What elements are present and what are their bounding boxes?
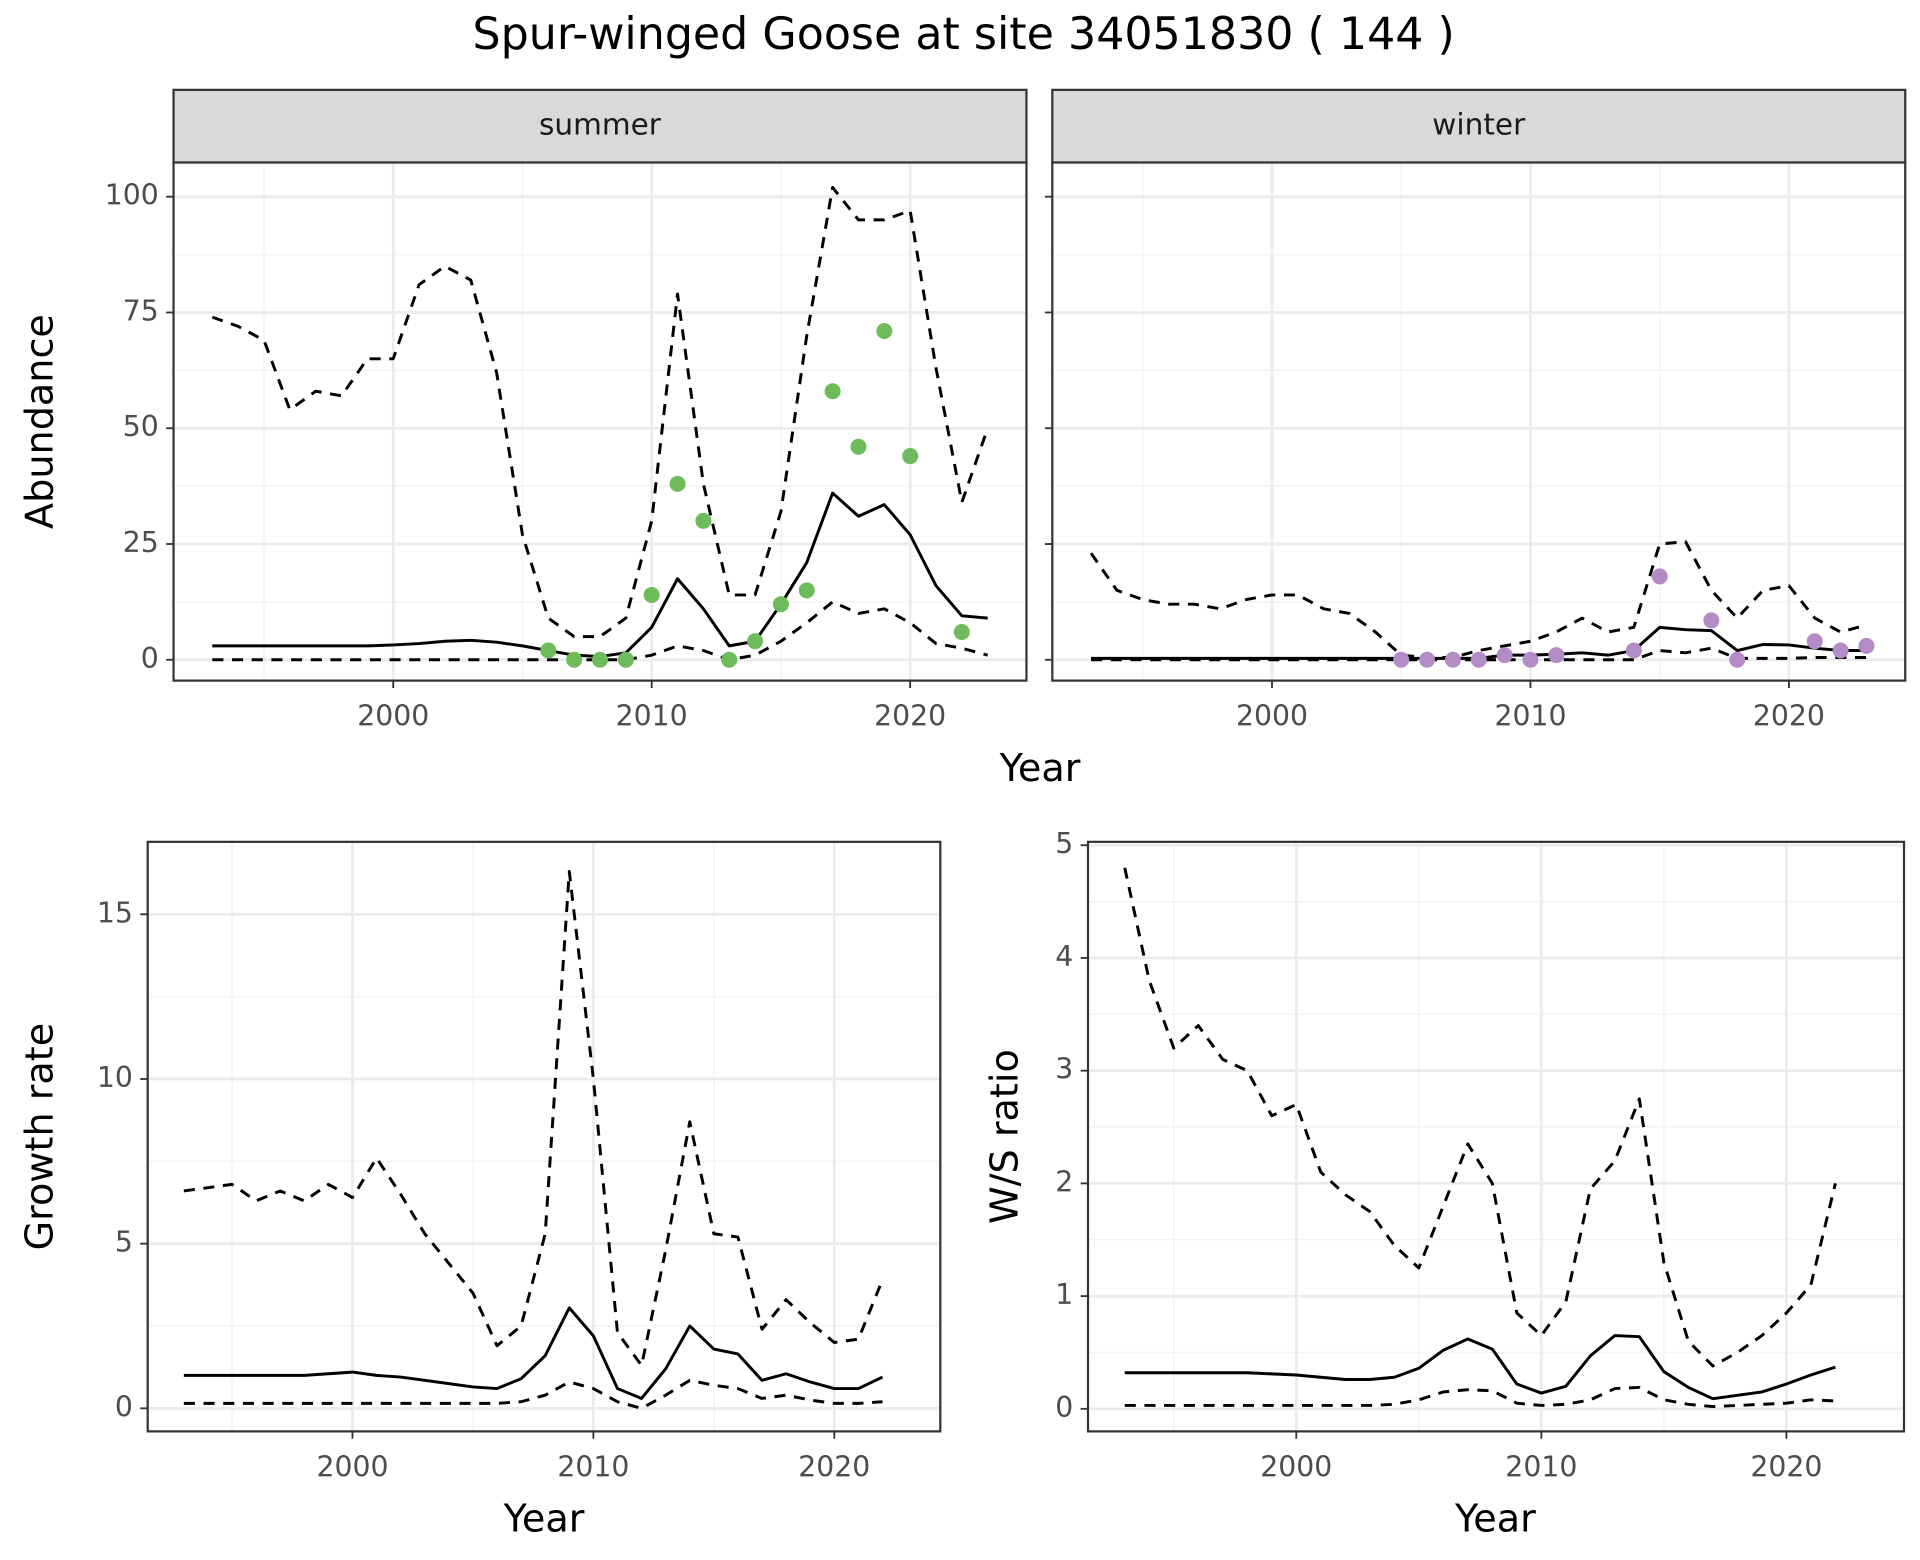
data-point bbox=[1729, 651, 1746, 668]
y-tick-label: 25 bbox=[123, 526, 159, 559]
y-tick-label: 50 bbox=[123, 410, 159, 443]
y-tick-label: 75 bbox=[123, 294, 159, 327]
data-point bbox=[1444, 651, 1461, 668]
interval-line bbox=[1089, 540, 1867, 659]
panel: 0 1 2 3 4 5 2000 2010 2020 W/S ratio Year bbox=[982, 827, 1906, 1541]
interval-line bbox=[211, 185, 990, 639]
data-point bbox=[876, 323, 893, 340]
data-point bbox=[953, 623, 970, 640]
interval-line bbox=[212, 600, 989, 662]
facet-label: winter bbox=[1432, 108, 1526, 142]
panel: 0 5 10 15 2000 2010 2020 Growth rate Year bbox=[17, 840, 942, 1541]
data-point bbox=[1806, 633, 1823, 650]
y-tick-label: 100 bbox=[105, 179, 159, 212]
panel-border bbox=[1086, 840, 1906, 1433]
data-point bbox=[617, 651, 634, 668]
data-point bbox=[1703, 612, 1720, 629]
data-point bbox=[1522, 651, 1539, 668]
y-tick-label: 1 bbox=[1055, 1278, 1073, 1311]
data-point bbox=[1625, 642, 1642, 659]
panel-border bbox=[1051, 161, 1907, 682]
data-point bbox=[669, 475, 686, 492]
data-point bbox=[1419, 651, 1436, 668]
y-axis-title: W/S ratio bbox=[982, 1049, 1026, 1224]
interval-line bbox=[183, 1378, 883, 1410]
y-tick-label: 0 bbox=[1055, 1391, 1073, 1424]
y-tick-label: 15 bbox=[97, 896, 133, 929]
interval-line bbox=[1123, 867, 1837, 1368]
data-point bbox=[1548, 647, 1565, 664]
x-tick-label: 2010 bbox=[1505, 1450, 1577, 1483]
y-axis-title: Abundance bbox=[17, 314, 61, 529]
facet-strip bbox=[1051, 88, 1907, 164]
x-axis-title: Year bbox=[1454, 1497, 1536, 1541]
panel-border bbox=[146, 840, 942, 1433]
mean-line bbox=[1124, 1334, 1836, 1401]
x-tick-label: 2000 bbox=[316, 1450, 388, 1483]
interval-line bbox=[183, 870, 884, 1367]
mean-line bbox=[212, 491, 988, 659]
panel: 0 25 50 75 100 2000 2010 2020 summer Abundance Yea… bbox=[17, 88, 1081, 790]
y-tick-label: 4 bbox=[1055, 940, 1073, 973]
y-tick-label: 2 bbox=[1055, 1165, 1073, 1198]
x-tick-label: 2010 bbox=[1494, 700, 1566, 733]
data-point bbox=[721, 651, 738, 668]
data-point bbox=[824, 383, 841, 400]
x-tick-label: 2020 bbox=[798, 1450, 870, 1483]
data-point bbox=[1496, 647, 1513, 664]
panel-border bbox=[172, 161, 1028, 682]
data-point bbox=[695, 512, 712, 529]
data-point bbox=[643, 586, 660, 603]
x-axis-title: Year bbox=[503, 1497, 585, 1541]
data-point bbox=[902, 448, 919, 465]
data-point bbox=[1651, 568, 1668, 585]
y-tick-label: 5 bbox=[1055, 827, 1073, 860]
y-tick-label: 10 bbox=[97, 1061, 133, 1094]
y-tick-label: 0 bbox=[141, 642, 159, 675]
x-tick-label: 2000 bbox=[1236, 700, 1308, 733]
data-point bbox=[1858, 637, 1875, 654]
data-point bbox=[592, 651, 608, 668]
x-tick-label: 2000 bbox=[357, 700, 429, 733]
x-axis-title: Year bbox=[999, 746, 1081, 790]
facet-strip bbox=[172, 88, 1028, 164]
interval-line bbox=[1124, 1385, 1836, 1409]
y-tick-label: 0 bbox=[115, 1390, 133, 1423]
data-point bbox=[1832, 642, 1849, 659]
x-tick-label: 2020 bbox=[1753, 700, 1825, 733]
y-tick-label: 3 bbox=[1055, 1053, 1073, 1086]
data-point bbox=[747, 633, 764, 650]
x-tick-label: 2010 bbox=[557, 1450, 629, 1483]
x-tick-label: 2000 bbox=[1260, 1450, 1332, 1483]
data-point bbox=[1393, 651, 1410, 668]
data-point bbox=[850, 438, 867, 455]
y-axis-title: Growth rate bbox=[17, 1023, 61, 1251]
data-point bbox=[772, 596, 789, 613]
data-point bbox=[798, 582, 815, 599]
panel: 2000 2010 2020 winter bbox=[1044, 88, 1907, 733]
y-tick-label: 5 bbox=[115, 1226, 133, 1259]
figure-title: Spur-winged Goose at site 34051830 ( 144… bbox=[473, 9, 1455, 60]
data-point bbox=[540, 642, 557, 659]
data-point bbox=[566, 651, 583, 668]
x-tick-label: 2020 bbox=[874, 700, 946, 733]
mean-line bbox=[183, 1306, 884, 1400]
x-tick-label: 2020 bbox=[1750, 1450, 1822, 1483]
data-point bbox=[1470, 651, 1487, 668]
x-tick-label: 2010 bbox=[616, 700, 688, 733]
facet-label: summer bbox=[539, 108, 662, 142]
